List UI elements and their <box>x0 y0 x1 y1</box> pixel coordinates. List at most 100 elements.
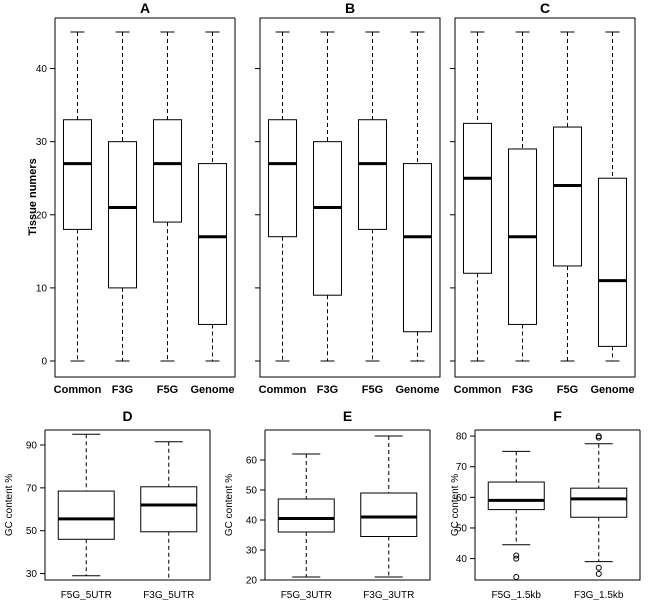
box-genome: Genome <box>590 31 635 396</box>
panel-title: D <box>122 408 132 424</box>
iqr-box <box>487 481 545 511</box>
y-tick-label: 50 <box>456 523 468 534</box>
y-axis-label: GC content % <box>224 474 235 536</box>
y-tick-label: 40 <box>246 516 258 527</box>
plot-frame <box>454 17 636 378</box>
y-tick-label: 30 <box>26 569 38 580</box>
outlier-point <box>513 555 520 562</box>
panel-title: A <box>140 0 150 16</box>
box-f5g: F5G <box>553 31 582 396</box>
panel-d: D 30 50 70 90 GC content % F5G_5UTR F3G_5UTR <box>4 408 211 601</box>
panel-title: B <box>345 0 355 16</box>
plot-frame <box>474 430 641 581</box>
iqr-box <box>57 490 115 540</box>
box-f3g-5utr: F3G_5UTR <box>140 441 198 601</box>
y-tick-label: 0 <box>41 357 47 368</box>
y-tick-label: 40 <box>36 64 48 75</box>
x-category-label: Common <box>259 384 307 396</box>
x-category-label: Common <box>54 384 102 396</box>
iqr-box <box>553 126 582 267</box>
y-tick-label: 60 <box>246 456 258 467</box>
y-tick-label: 30 <box>246 546 258 557</box>
outlier-point <box>595 570 602 577</box>
panel-a: A 0 10 20 30 40 Tissue numers Common F3G F5G Genom… <box>27 0 236 396</box>
x-category-label: F3G <box>317 384 338 396</box>
panel-e: E 20 30 40 50 60 GC content % F5G_3UTR F3G_3UTR <box>224 408 431 601</box>
iqr-box <box>598 177 627 347</box>
iqr-box <box>463 122 492 274</box>
iqr-box <box>268 119 297 238</box>
y-tick-label: 80 <box>456 432 468 443</box>
x-category-label: Genome <box>190 384 234 396</box>
box-common: Common <box>454 31 502 396</box>
plot-frame <box>259 17 441 378</box>
x-category-label: F3G_5UTR <box>143 590 194 600</box>
x-category-label: F3G_1.5kb <box>574 590 624 600</box>
panel-c: C Common F3G F5G Genome <box>450 0 636 396</box>
x-category-label: F5G_5UTR <box>61 590 112 600</box>
box-f5g-5utr: F5G_5UTR <box>57 433 115 601</box>
box-f3g: F3G <box>108 31 137 396</box>
x-category-label: Genome <box>395 384 439 396</box>
x-category-label: F3G_3UTR <box>363 590 414 600</box>
x-category-label: F5G <box>362 384 383 396</box>
y-tick-label: 10 <box>36 283 48 294</box>
y-tick-label: 70 <box>456 462 468 473</box>
x-category-label: F5G <box>157 384 178 396</box>
iqr-box <box>313 141 342 296</box>
panel-title: E <box>343 408 352 424</box>
iqr-box <box>153 119 182 223</box>
panel-f: F 40 50 60 70 80 GC content % F5G_1.5kb F3G_1.5k… <box>450 408 641 601</box>
x-category-label: F3G <box>112 384 133 396</box>
iqr-box <box>360 492 418 537</box>
y-axis-label: GC content % <box>450 474 461 536</box>
iqr-box <box>63 119 92 230</box>
outlier-point <box>513 573 520 580</box>
plot-frame <box>264 430 431 581</box>
box-f3g-1-5kb: F3G_1.5kb <box>570 433 628 601</box>
panel-b: B Common F3G F5G Genome <box>255 0 441 396</box>
y-tick-label: 20 <box>246 576 258 587</box>
plot-frame <box>44 430 211 581</box>
panel-title: C <box>540 0 550 16</box>
outlier-point <box>513 552 520 559</box>
x-category-label: F5G_1.5kb <box>492 590 542 600</box>
y-tick-label: 20 <box>36 210 48 221</box>
box-genome: Genome <box>395 31 440 396</box>
outlier-point <box>595 434 602 441</box>
box-f5g: F5G <box>153 31 182 396</box>
box-genome: Genome <box>190 31 235 396</box>
outlier-point <box>595 564 602 571</box>
y-axis-label: Tissue numers <box>27 158 39 235</box>
y-axis-label: GC content % <box>4 474 15 536</box>
y-tick-label: 50 <box>26 526 38 537</box>
y-tick-label: 70 <box>26 483 38 494</box>
iqr-box <box>108 141 137 289</box>
plot-frame <box>54 18 236 378</box>
box-f5g: F5G <box>358 31 387 396</box>
x-category-label: F5G <box>557 384 578 396</box>
y-tick-label: 50 <box>246 486 258 497</box>
iqr-box <box>198 163 227 325</box>
x-category-label: F3G <box>512 384 533 396</box>
x-category-label: Genome <box>590 384 634 396</box>
iqr-box <box>570 487 628 518</box>
iqr-box <box>358 119 387 230</box>
x-category-label: Common <box>454 384 502 396</box>
y-tick-label: 90 <box>26 441 38 452</box>
iqr-box <box>140 486 198 533</box>
panel-title: F <box>553 408 562 424</box>
y-tick-label: 60 <box>456 493 468 504</box>
x-category-label: F5G_3UTR <box>281 590 332 600</box>
y-tick-label: 30 <box>36 137 48 148</box>
y-tick-label: 40 <box>456 554 468 565</box>
box-f3g: F3G <box>508 31 537 396</box>
iqr-box <box>277 498 335 533</box>
box-common: Common <box>54 31 102 396</box>
box-f3g-3utr: F3G_3UTR <box>360 435 418 601</box>
box-f5g-3utr: F5G_3UTR <box>277 453 335 601</box>
box-f5g-1-5kb: F5G_1.5kb <box>487 450 545 601</box>
box-common: Common <box>259 31 307 396</box>
